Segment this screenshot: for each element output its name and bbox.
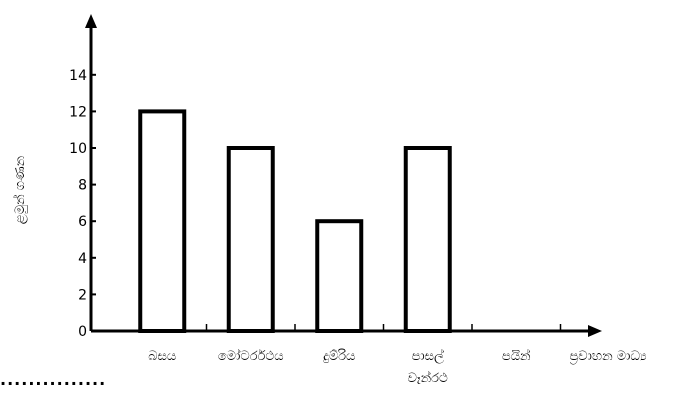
bar [138, 109, 187, 334]
bar [403, 146, 452, 333]
x-tick-label: බසය [148, 349, 176, 364]
y-tick-label: 2 [78, 287, 87, 303]
y-tick-label: 14 [69, 68, 87, 84]
y-axis-arrow [85, 14, 97, 28]
y-tick-label: 6 [78, 214, 87, 230]
x-tick-label: දුම්රිය [323, 348, 356, 364]
x-axis-arrow [588, 325, 602, 337]
y-tick-label: 8 [78, 178, 87, 194]
x-tick-label: පාසල් වෑන්රථ [408, 348, 448, 386]
bar [226, 146, 275, 333]
y-tick-label: 0 [78, 324, 87, 340]
x-axis-title: ප්‍රවාහන මාධ්‍ය [569, 349, 646, 364]
y-tick-label: 12 [69, 104, 87, 120]
y-axis-title: ළමුන් ගණන [12, 155, 28, 224]
bars [138, 109, 452, 334]
x-tick-label: පයින් [502, 348, 531, 364]
y-tick-label: 10 [69, 141, 87, 157]
x-tick-label: මෝටර්රථය [218, 348, 284, 364]
y-tick-label: 4 [78, 251, 87, 267]
dotted-line: ··············· [0, 374, 107, 393]
bar [315, 219, 364, 333]
labels: 0 2 4 6 8 10 12 14 ළමුන් ගණන බසය මෝටර්රථය දුම්රිය පා… [12, 68, 647, 386]
